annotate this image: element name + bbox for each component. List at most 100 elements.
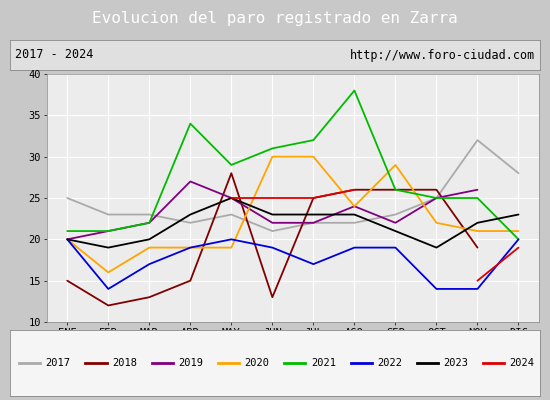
2021 [146, 220, 152, 225]
Text: http://www.foro-ciudad.com: http://www.foro-ciudad.com [350, 48, 535, 62]
2020 [351, 204, 358, 209]
2023 [351, 212, 358, 217]
2017 [433, 196, 440, 200]
Line: 2018: 2018 [67, 173, 477, 306]
2023 [474, 220, 481, 225]
2018 [310, 196, 317, 200]
2019 [269, 220, 276, 225]
2023 [515, 212, 522, 217]
2020 [228, 245, 235, 250]
2018 [474, 245, 481, 250]
2017 [187, 220, 194, 225]
Text: 2023: 2023 [443, 358, 469, 368]
2022 [351, 245, 358, 250]
Text: 2017: 2017 [46, 358, 71, 368]
2017 [269, 229, 276, 234]
2020 [64, 237, 70, 242]
2021 [64, 229, 70, 234]
2017 [474, 138, 481, 142]
2020 [474, 229, 481, 234]
2020 [310, 154, 317, 159]
Text: 2019: 2019 [178, 358, 204, 368]
2022 [433, 286, 440, 291]
2021 [310, 138, 317, 142]
2021 [351, 88, 358, 93]
2017 [146, 212, 152, 217]
2022 [310, 262, 317, 266]
2024 [228, 196, 235, 200]
2018 [392, 187, 399, 192]
2024 [474, 278, 481, 283]
2021 [105, 229, 112, 234]
2021 [187, 121, 194, 126]
2021 [269, 146, 276, 151]
2017 [228, 212, 235, 217]
2019 [187, 179, 194, 184]
2023 [433, 245, 440, 250]
2020 [269, 154, 276, 159]
2022 [105, 286, 112, 291]
2019 [64, 237, 70, 242]
Text: Evolucion del paro registrado en Zarra: Evolucion del paro registrado en Zarra [92, 12, 458, 26]
2020 [515, 229, 522, 234]
2019 [310, 220, 317, 225]
Line: 2019: 2019 [67, 182, 477, 239]
2022 [474, 286, 481, 291]
Text: 2020: 2020 [245, 358, 270, 368]
2019 [351, 204, 358, 209]
2020 [433, 220, 440, 225]
Text: 2024: 2024 [510, 358, 535, 368]
2018 [269, 295, 276, 300]
2017 [515, 171, 522, 176]
2022 [515, 237, 522, 242]
2018 [64, 278, 70, 283]
2022 [187, 245, 194, 250]
Line: 2022: 2022 [67, 239, 519, 289]
2018 [433, 187, 440, 192]
Line: 2023: 2023 [67, 198, 519, 248]
Text: 2021: 2021 [311, 358, 336, 368]
2023 [269, 212, 276, 217]
2018 [228, 171, 235, 176]
2018 [187, 278, 194, 283]
2024 [310, 196, 317, 200]
2022 [392, 245, 399, 250]
2021 [433, 196, 440, 200]
Text: 2017 - 2024: 2017 - 2024 [15, 48, 94, 62]
Line: 2021: 2021 [67, 90, 519, 239]
2019 [105, 229, 112, 234]
2024 [269, 196, 276, 200]
2024 [351, 187, 358, 192]
2021 [515, 237, 522, 242]
2017 [64, 196, 70, 200]
2024 [515, 245, 522, 250]
2017 [351, 220, 358, 225]
2018 [146, 295, 152, 300]
2017 [392, 212, 399, 217]
2022 [228, 237, 235, 242]
2018 [351, 187, 358, 192]
2019 [392, 220, 399, 225]
2019 [146, 220, 152, 225]
2019 [474, 187, 481, 192]
2018 [105, 303, 112, 308]
2022 [64, 237, 70, 242]
2021 [392, 187, 399, 192]
2020 [146, 245, 152, 250]
2022 [269, 245, 276, 250]
Line: 2020: 2020 [67, 157, 519, 272]
2020 [105, 270, 112, 275]
2017 [310, 220, 317, 225]
2017 [105, 212, 112, 217]
2023 [64, 237, 70, 242]
2022 [146, 262, 152, 266]
2023 [310, 212, 317, 217]
2023 [105, 245, 112, 250]
Line: 2024: 2024 [67, 190, 519, 281]
2024 [64, 212, 70, 217]
2023 [187, 212, 194, 217]
2020 [392, 162, 399, 167]
2020 [187, 245, 194, 250]
Line: 2017: 2017 [67, 140, 519, 231]
Text: 2018: 2018 [112, 358, 137, 368]
